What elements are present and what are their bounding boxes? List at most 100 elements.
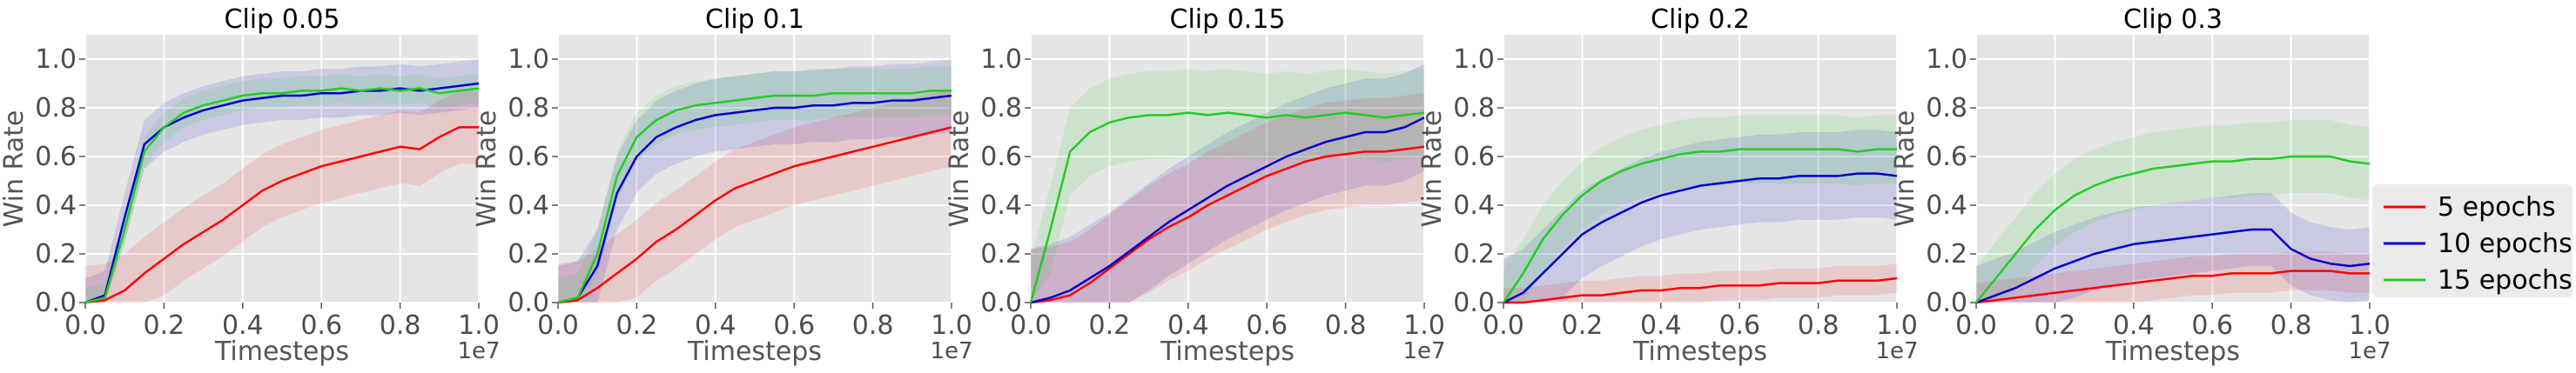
panel-title: Clip 0.3 — [2123, 4, 2223, 35]
y-tick-label: 0.0 — [1453, 288, 1495, 318]
y-tick-label: 1.0 — [1926, 44, 1967, 75]
y-tick-label: 0.4 — [980, 190, 1022, 221]
panel-title: Clip 0.2 — [1651, 4, 1750, 35]
x-offset-label: 1e7 — [1875, 338, 1918, 364]
y-tick-label: 0.4 — [35, 190, 77, 221]
band-10-epochs — [1976, 193, 2370, 303]
panel-title: Clip 0.15 — [1170, 4, 1286, 35]
x-tick-label: 0.0 — [537, 310, 579, 341]
y-tick-label: 0.8 — [508, 93, 549, 123]
y-tick-label: 0.0 — [35, 288, 77, 318]
y-axis-label: Win Rate — [945, 110, 975, 228]
y-tick-label: 0.6 — [980, 142, 1022, 172]
y-tick-label: 1.0 — [1453, 44, 1495, 75]
y-tick-label: 0.6 — [1453, 142, 1495, 172]
panel-1: 0.0 0.2 0.4 0.6 0.8 1.0 0.0 0.2 0.4 0.6 0.8 1.0 Clip… — [0, 4, 501, 367]
y-tick-label: 0.8 — [980, 93, 1022, 123]
band-10-epochs — [1031, 63, 1424, 303]
y-tick-label: 0.8 — [35, 93, 77, 123]
panel-2: 0.0 0.2 0.4 0.6 0.8 1.0 0.0 0.2 0.4 0.6 0.8 1.0 Clip… — [472, 4, 973, 367]
band-5-epochs — [85, 90, 479, 303]
y-axis-label: Win Rate — [1417, 110, 1448, 228]
x-tick-label: 1.0 — [931, 310, 972, 341]
x-tick-label: 0.6 — [773, 310, 815, 341]
x-tick-label: 0.8 — [1325, 310, 1367, 341]
band-15-epochs — [1031, 69, 1424, 303]
y-tick-label: 0.6 — [508, 142, 549, 172]
y-tick-label: 0.6 — [1926, 142, 1967, 172]
legend: 5 epochs 10 epochs 15 epochs — [2372, 184, 2573, 297]
series-line-10-epochs — [1030, 117, 1425, 304]
panel-4: 0.0 0.2 0.4 0.6 0.8 1.0 0.0 0.2 0.4 0.6 0.8 1.0 Clip… — [1417, 4, 1919, 367]
series-line-10-epochs — [557, 94, 952, 304]
x-tick-label: 0.4 — [222, 310, 264, 341]
plot-area — [1976, 35, 2370, 303]
y-tick-label: 0.2 — [1453, 239, 1495, 270]
legend-entry: 10 epochs — [2438, 229, 2573, 259]
x-tick-label: 0.2 — [2035, 310, 2076, 341]
panel-3: 0.0 0.2 0.4 0.6 0.8 1.0 0.0 0.2 0.4 0.6 0.8 1.0 Clip… — [945, 4, 1446, 367]
band-5-epochs — [1503, 263, 1897, 303]
y-tick-label: 0.2 — [35, 239, 77, 270]
y-tick-label: 0.8 — [1926, 93, 1967, 123]
x-tick-label: 0.6 — [2191, 310, 2233, 341]
x-offset-label: 1e7 — [457, 338, 500, 364]
x-offset-label: 1e7 — [1402, 338, 1445, 364]
x-tick-label: 1.0 — [458, 310, 500, 341]
band-10-epochs — [1503, 130, 1897, 303]
y-tick-label: 0.2 — [508, 239, 549, 270]
y-tick-label: 0.0 — [980, 288, 1022, 318]
x-offset-label: 1e7 — [2348, 338, 2391, 364]
panel-5: 0.0 0.2 0.4 0.6 0.8 1.0 0.0 0.2 0.4 0.6 0.8 1.0 Clip… — [1890, 4, 2391, 367]
series-line-15-epochs — [84, 87, 480, 304]
series-line-10-epochs — [1975, 228, 2371, 304]
x-tick-label: 0.8 — [852, 310, 894, 341]
x-tick-label: 0.4 — [695, 310, 736, 341]
series-line-15-epochs — [1502, 148, 1897, 303]
x-tick-label: 0.4 — [1167, 310, 1209, 341]
plot-area — [1503, 35, 1897, 303]
y-tick-label: 0.0 — [1926, 288, 1967, 318]
x-tick-label: 0.6 — [300, 310, 342, 341]
band-5-epochs — [558, 88, 952, 303]
y-tick-label: 0.6 — [35, 142, 77, 172]
x-tick-label: 0.0 — [1483, 310, 1524, 341]
x-axis-label: Timesteps — [687, 336, 822, 367]
y-axis-label: Win Rate — [0, 110, 30, 228]
series-line-15-epochs — [557, 90, 952, 304]
x-axis-label: Timesteps — [2105, 336, 2240, 367]
y-tick-label: 0.0 — [508, 288, 549, 318]
x-tick-label: 0.2 — [1562, 310, 1604, 341]
x-axis-label: Timesteps — [1160, 336, 1295, 367]
band-15-epochs — [1976, 120, 2370, 303]
plot-area — [85, 35, 479, 303]
plot-area — [558, 35, 952, 303]
plot-area — [1031, 35, 1424, 303]
x-tick-label: 0.2 — [616, 310, 658, 341]
x-tick-label: 0.0 — [64, 310, 106, 341]
y-tick-label: 1.0 — [35, 44, 77, 75]
y-tick-label: 0.2 — [1926, 239, 1967, 270]
y-tick-label: 1.0 — [508, 44, 549, 75]
band-15-epochs — [558, 66, 952, 303]
series-line-5-epochs — [557, 126, 952, 304]
y-axis-label: Win Rate — [472, 110, 502, 228]
y-tick-label: 0.8 — [1453, 93, 1495, 123]
series-line-5-epochs — [1975, 270, 2370, 304]
legend-entry: 5 epochs — [2438, 192, 2556, 223]
band-15-epochs — [1503, 115, 1897, 303]
x-tick-label: 0.2 — [144, 310, 185, 341]
x-tick-label: 1.0 — [2349, 310, 2391, 341]
x-axis-label: Timesteps — [214, 336, 349, 367]
x-offset-label: 1e7 — [930, 338, 972, 364]
x-tick-label: 0.8 — [2270, 310, 2312, 341]
x-tick-label: 0.0 — [1955, 310, 1997, 341]
y-tick-label: 1.0 — [980, 44, 1022, 75]
x-tick-label: 0.6 — [1718, 310, 1760, 341]
series-line-15-epochs — [1029, 111, 1425, 303]
series-line-15-epochs — [1975, 155, 2371, 303]
y-axis-label: Win Rate — [1890, 110, 1920, 228]
panel-title: Clip 0.1 — [705, 4, 804, 35]
y-tick-label: 0.4 — [508, 190, 549, 221]
